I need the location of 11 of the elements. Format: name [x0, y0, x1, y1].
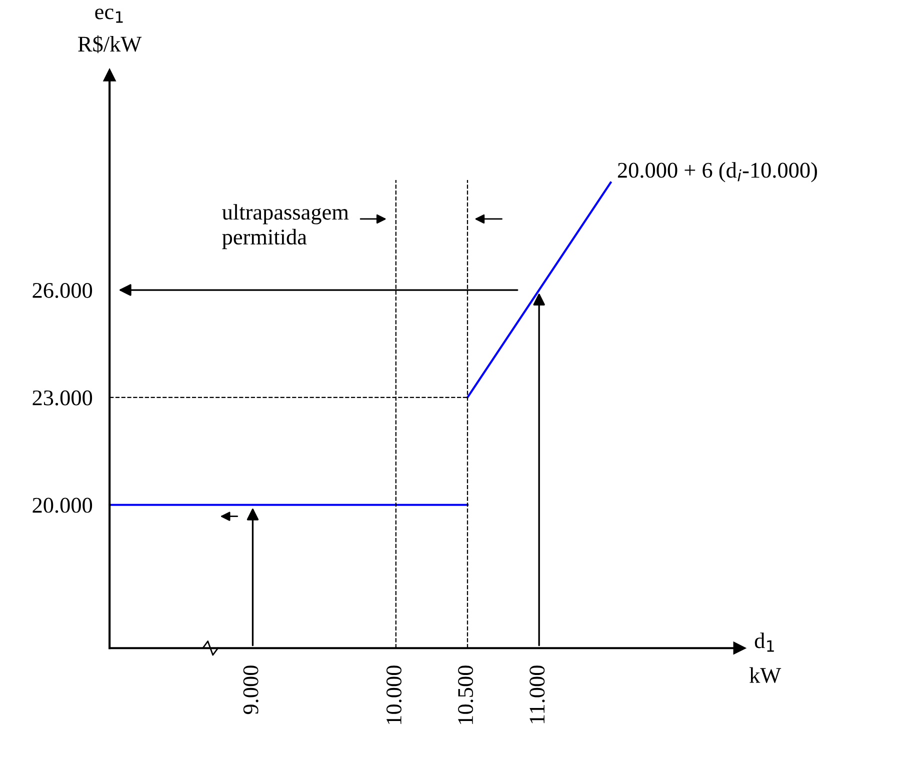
x-axis-title: d$_{1}$ kW — [749, 632, 782, 684]
x-tick-label: 10.500 — [458, 666, 474, 724]
x-tick-label: 10.000 — [386, 666, 402, 724]
y-tick-label: 26.000 — [32, 282, 92, 298]
y-tick-label: 20.000 — [32, 498, 92, 513]
annotation: 20.000 + 6 (d$_{i}$-10.000) — [618, 162, 817, 182]
y-axis-title: ec$_{1}$ R$/kW — [78, 8, 142, 54]
y-tick-label: 23.000 — [32, 390, 92, 406]
x-tick-label: 9.000 — [243, 666, 258, 714]
x-tick-label: 11.000 — [530, 666, 545, 724]
annotation: ultrapassagem permitida — [222, 204, 349, 250]
